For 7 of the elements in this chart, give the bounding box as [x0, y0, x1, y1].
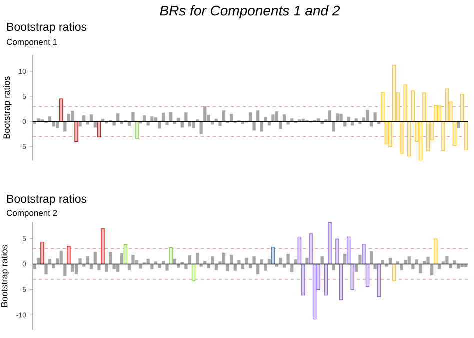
y-axis-title: Bootstrap ratios [1, 245, 10, 307]
chart-title: Bootstrap ratios [7, 22, 87, 34]
chart-title: Bootstrap ratios [7, 194, 87, 206]
chart-subtitle: Component 1 [6, 39, 58, 47]
chart-subtitle: Component 2 [6, 210, 58, 218]
y-axis-title: Bootstrap ratios [3, 76, 12, 139]
text: BRs for Components 1 and 2 [160, 5, 340, 19]
